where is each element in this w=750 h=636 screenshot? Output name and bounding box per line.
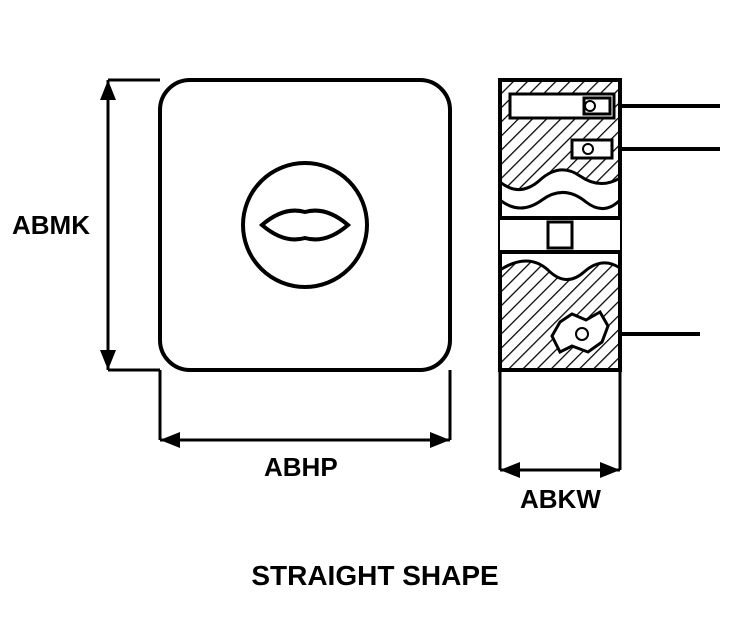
front-view (160, 80, 450, 370)
dimension-abkw (500, 370, 620, 478)
label-abkw: ABKW (520, 484, 601, 515)
figure-title: STRAIGHT SHAPE (0, 560, 750, 592)
label-abmk: ABMK (12, 210, 90, 241)
side-view (492, 80, 720, 370)
diagram-canvas: ABMK ABHP ABKW STRAIGHT SHAPE (0, 0, 750, 636)
label-abhp: ABHP (264, 452, 338, 483)
dimension-abhp (160, 370, 450, 448)
diagram-svg (0, 0, 750, 636)
dimension-abmk (100, 80, 160, 370)
